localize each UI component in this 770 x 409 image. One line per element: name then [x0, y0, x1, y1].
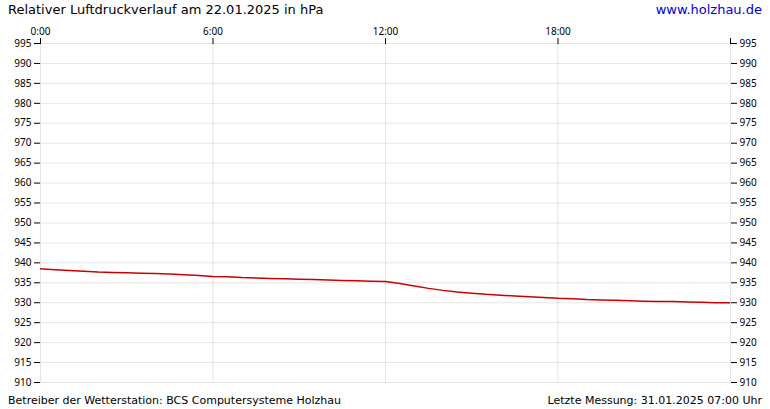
svg-text:990: 990: [14, 56, 31, 70]
svg-text:960: 960: [14, 175, 31, 189]
svg-text:6:00: 6:00: [203, 24, 223, 38]
svg-text:995: 995: [740, 36, 757, 50]
svg-text:935: 935: [14, 275, 31, 289]
svg-text:980: 980: [740, 96, 757, 110]
svg-text:980: 980: [14, 96, 31, 110]
svg-text:910: 910: [740, 375, 757, 389]
svg-text:925: 925: [740, 315, 757, 329]
svg-text:965: 965: [740, 155, 757, 169]
svg-text:970: 970: [740, 135, 757, 149]
svg-text:960: 960: [740, 175, 757, 189]
html-text:www.holzhau.de: www.holzhau.de: [655, 2, 762, 17]
svg-text:985: 985: [740, 76, 757, 90]
svg-text:970: 970: [14, 135, 31, 149]
svg-text:935: 935: [740, 275, 757, 289]
svg-text:930: 930: [740, 295, 757, 309]
svg-text:925: 925: [14, 315, 31, 329]
svg-text:915: 915: [740, 355, 757, 369]
svg-text:990: 990: [740, 56, 757, 70]
svg-text:945: 945: [14, 235, 31, 249]
svg-text:12:00: 12:00: [373, 24, 399, 38]
svg-text:975: 975: [740, 115, 757, 129]
html-text:Letzte Messung: 31.01.2025 07:: Letzte Messung: 31.01.2025 07:00 Uhr: [547, 394, 762, 407]
svg-text:18:00: 18:00: [545, 24, 571, 38]
svg-text:955: 955: [740, 195, 757, 209]
svg-text:945: 945: [740, 235, 757, 249]
svg-text:0:00: 0:00: [31, 24, 51, 38]
svg-text:950: 950: [740, 215, 757, 229]
svg-text:910: 910: [14, 375, 31, 389]
svg-text:920: 920: [14, 335, 31, 349]
svg-text:975: 975: [14, 115, 31, 129]
svg-text:930: 930: [14, 295, 31, 309]
svg-text:985: 985: [14, 76, 31, 90]
svg-text:920: 920: [740, 335, 757, 349]
svg-text:915: 915: [14, 355, 31, 369]
html-text:Relativer Luftdruckverlauf am: Relativer Luftdruckverlauf am 22.01.2025…: [8, 2, 324, 17]
svg-text:965: 965: [14, 155, 31, 169]
svg-text:950: 950: [14, 215, 31, 229]
svg-text:995: 995: [14, 36, 31, 50]
html-text:Betreiber der Wetterstation: B: Betreiber der Wetterstation: BCS Compute…: [8, 394, 341, 407]
svg-text:940: 940: [14, 255, 31, 269]
svg-text:940: 940: [740, 255, 757, 269]
svg-text:955: 955: [14, 195, 31, 209]
